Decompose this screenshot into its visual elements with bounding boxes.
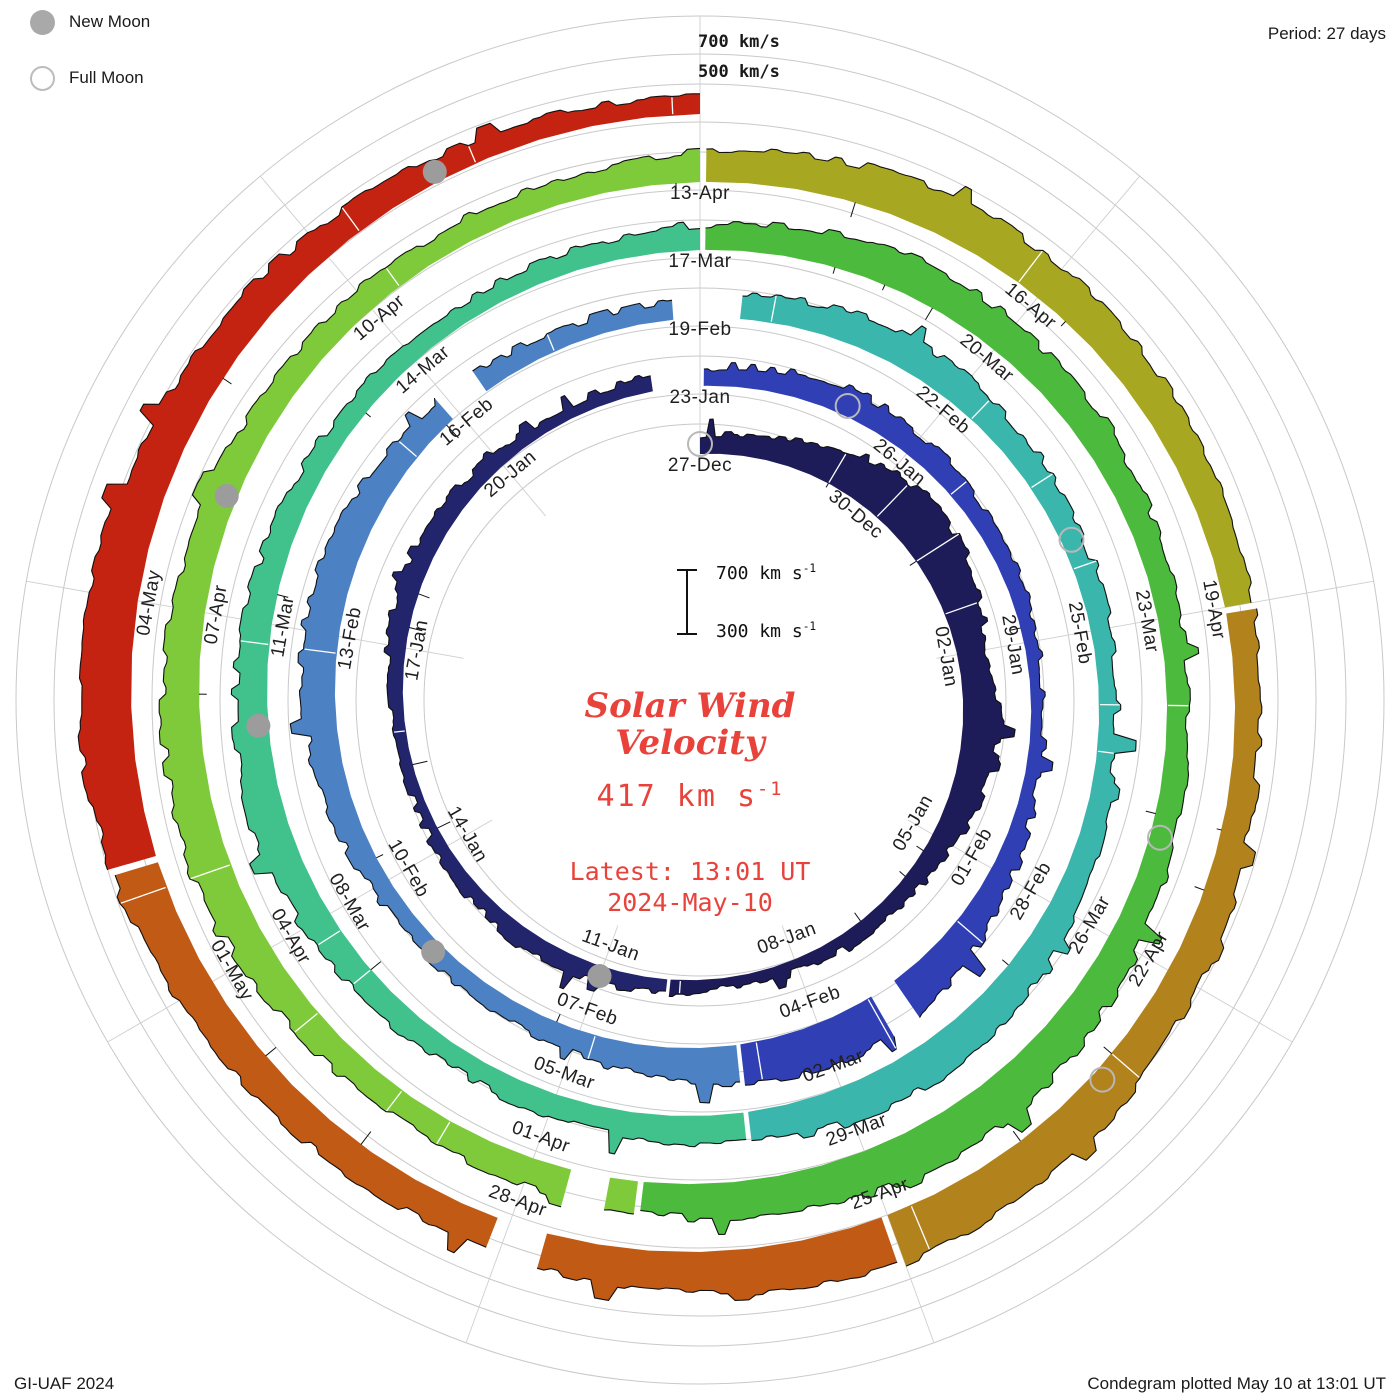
date-label: 23-Jan [669, 387, 730, 408]
date-label: 19-Feb [668, 319, 731, 340]
moon-markers [214, 159, 1173, 1093]
full-moon-marker [1089, 1066, 1116, 1093]
new-moon-marker [587, 964, 612, 989]
new-moon-marker [422, 159, 447, 184]
full-moon-marker [687, 431, 713, 457]
full-moon-marker [1058, 526, 1085, 553]
new-moon-marker [246, 713, 271, 738]
date-label: 27-Dec [668, 455, 732, 476]
spiral-bands [77, 93, 1263, 1301]
date-label: 07-Feb [554, 989, 621, 1030]
date-label: 13-Apr [670, 183, 730, 204]
date-label: 01-Apr [509, 1117, 573, 1157]
date-label: 11-Jan [579, 925, 642, 965]
full-moon-marker [834, 392, 861, 419]
full-moon-marker [1146, 824, 1173, 851]
new-moon-marker [214, 483, 239, 508]
band-ticks [120, 97, 1222, 1250]
date-label: 17-Mar [668, 251, 731, 272]
new-moon-marker [421, 939, 446, 964]
